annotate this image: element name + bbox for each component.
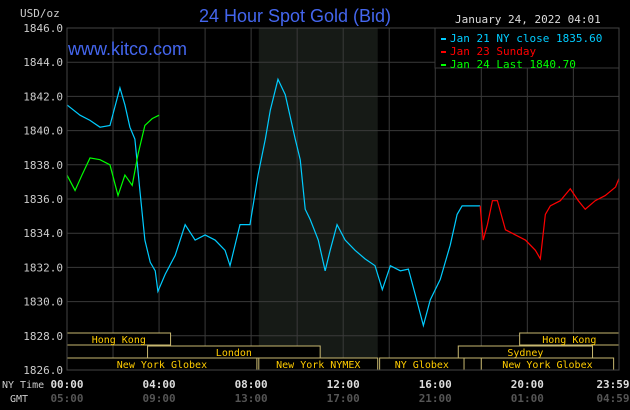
legend-entry: Jan 23 Sunday	[450, 45, 536, 58]
y-tick-label: 1836.0	[23, 193, 63, 206]
x-tick-label-ny: 12:00	[327, 378, 360, 391]
y-tick-label: 1838.0	[23, 159, 63, 172]
chart-date: January 24, 2022 04:01	[455, 13, 601, 26]
session-label: Hong Kong	[542, 335, 596, 346]
y-tick-label: 1832.0	[23, 261, 63, 274]
session-label: New York Globex	[117, 360, 207, 371]
plot-border	[66, 27, 620, 371]
session-label: Sydney	[507, 348, 543, 359]
x-tick-label-ny: 20:00	[511, 378, 544, 391]
x-tick-label-gmt: 17:00	[327, 392, 360, 405]
y-tick-label: 1844.0	[23, 56, 63, 69]
x-tick-label-ny: 16:00	[419, 378, 452, 391]
y-tick-label: 1834.0	[23, 227, 63, 240]
session-label: NY Globex	[395, 360, 449, 371]
x-tick-label-ny: 04:00	[143, 378, 176, 391]
x-tick-label-gmt: 13:00	[235, 392, 268, 405]
x-tick-label-gmt: 09:00	[143, 392, 176, 405]
series-line	[479, 178, 620, 261]
y-tick-label: 1826.0	[23, 364, 63, 377]
series-line	[66, 77, 481, 328]
y-axis-unit: USD/oz	[20, 7, 60, 20]
x-tick-label-gmt: 21:00	[419, 392, 452, 405]
y-tick-label: 1830.0	[23, 296, 63, 309]
legend-swatch	[441, 38, 446, 40]
y-tick-label: 1840.0	[23, 125, 63, 138]
y-tick-label: 1842.0	[23, 90, 63, 103]
y-tick-label: 1828.0	[23, 330, 63, 343]
x-tick-label-gmt: 05:00	[50, 392, 83, 405]
x-tick-label-gmt: 01:00	[511, 392, 544, 405]
series-line	[66, 114, 160, 198]
legend-entry: Jan 24 Last 1840.70	[450, 58, 576, 71]
y-tick-label: 1846.0	[23, 22, 63, 35]
session-label: New York Globex	[502, 360, 592, 371]
x-tick-label-gmt: 04:59	[596, 392, 629, 405]
x-tick-label-ny: 23:59	[596, 378, 629, 391]
x-tick-label-ny: 08:00	[235, 378, 268, 391]
x-row-label-ny: NY Time	[2, 380, 44, 391]
watermark: www.kitco.com	[67, 39, 187, 59]
x-tick-label-ny: 00:00	[50, 378, 83, 391]
legend-entry: Jan 21 NY close 1835.60	[450, 32, 602, 45]
x-row-label-gmt: GMT	[10, 394, 28, 405]
session-label: London	[216, 348, 252, 359]
session-label: New York NYMEX	[276, 360, 360, 371]
legend-swatch	[441, 64, 446, 66]
legend-swatch	[441, 51, 446, 53]
session-label: Hong Kong	[92, 335, 146, 346]
plot-area: 1846.0 1844.0 1842.0 1840.0 1838.0 1836.0 1834…	[23, 22, 620, 377]
chart-title: 24 Hour Spot Gold (Bid)	[199, 6, 391, 26]
